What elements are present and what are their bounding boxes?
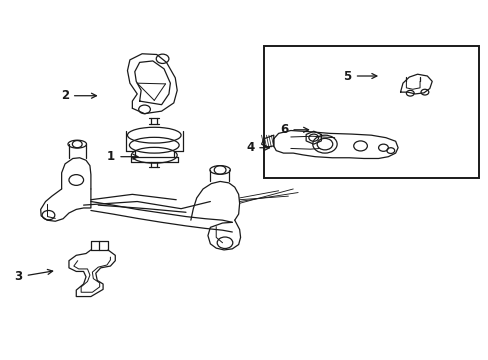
Bar (264, 45, 478, 178)
Text: 2: 2 (61, 89, 96, 102)
Text: 4: 4 (245, 141, 269, 154)
Text: 5: 5 (343, 69, 376, 82)
Text: 6: 6 (280, 123, 308, 136)
Text: 1: 1 (107, 150, 138, 163)
Text: 3: 3 (15, 269, 53, 283)
